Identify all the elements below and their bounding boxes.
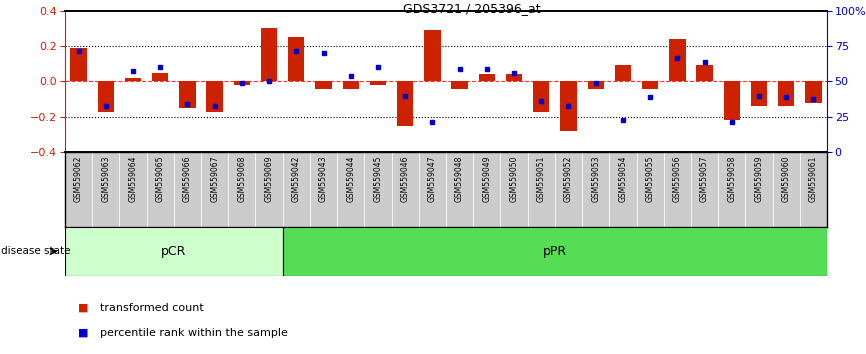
- Bar: [310, 152, 337, 227]
- Text: GSM559049: GSM559049: [482, 156, 491, 202]
- Bar: [146, 152, 174, 227]
- Text: GSM559048: GSM559048: [456, 156, 464, 202]
- Bar: [98, 81, 114, 112]
- Bar: [365, 152, 391, 227]
- Bar: [805, 81, 822, 103]
- Text: GSM559063: GSM559063: [101, 156, 110, 202]
- Text: GSM559044: GSM559044: [346, 156, 355, 202]
- Bar: [610, 152, 637, 227]
- Text: GSM559066: GSM559066: [183, 156, 192, 202]
- Bar: [669, 39, 686, 81]
- Text: pCR: pCR: [161, 245, 186, 258]
- Text: transformed count: transformed count: [100, 303, 204, 313]
- Bar: [419, 152, 446, 227]
- Text: GSM559054: GSM559054: [618, 156, 627, 202]
- Text: GSM559060: GSM559060: [782, 156, 791, 202]
- Text: GSM559055: GSM559055: [646, 156, 655, 202]
- Bar: [718, 152, 746, 227]
- Bar: [152, 73, 168, 81]
- Bar: [206, 81, 223, 112]
- Text: GDS3721 / 205396_at: GDS3721 / 205396_at: [403, 2, 540, 15]
- Text: disease state: disease state: [1, 246, 70, 256]
- Bar: [282, 227, 827, 276]
- Bar: [582, 152, 610, 227]
- Text: GSM559051: GSM559051: [537, 156, 546, 202]
- Bar: [424, 30, 441, 81]
- Bar: [343, 81, 359, 88]
- Text: GSM559056: GSM559056: [673, 156, 682, 202]
- Bar: [501, 152, 527, 227]
- Bar: [70, 48, 87, 81]
- Bar: [65, 152, 92, 227]
- Bar: [391, 152, 419, 227]
- Text: GSM559046: GSM559046: [401, 156, 410, 202]
- Text: GSM559042: GSM559042: [292, 156, 301, 202]
- Bar: [772, 152, 800, 227]
- Bar: [506, 74, 522, 81]
- Text: percentile rank within the sample: percentile rank within the sample: [100, 328, 288, 338]
- Bar: [778, 81, 794, 106]
- Bar: [120, 152, 146, 227]
- Bar: [691, 152, 718, 227]
- Text: GSM559062: GSM559062: [74, 156, 83, 202]
- Bar: [282, 152, 310, 227]
- Bar: [663, 152, 691, 227]
- Bar: [174, 152, 201, 227]
- Bar: [337, 152, 365, 227]
- Bar: [125, 78, 141, 81]
- Bar: [261, 28, 277, 81]
- Bar: [637, 152, 663, 227]
- Text: GSM559058: GSM559058: [727, 156, 736, 202]
- Bar: [555, 152, 582, 227]
- Bar: [533, 81, 549, 112]
- Bar: [397, 81, 413, 126]
- Text: ■: ■: [78, 328, 88, 338]
- Bar: [696, 65, 713, 81]
- Text: GSM559047: GSM559047: [428, 156, 436, 202]
- Bar: [446, 152, 473, 227]
- Bar: [746, 152, 772, 227]
- Text: ■: ■: [78, 303, 88, 313]
- Bar: [179, 81, 196, 108]
- Bar: [615, 65, 631, 81]
- Bar: [92, 152, 120, 227]
- Text: GSM559068: GSM559068: [237, 156, 246, 202]
- Text: GSM559069: GSM559069: [265, 156, 274, 202]
- Bar: [800, 152, 827, 227]
- Bar: [229, 152, 255, 227]
- Bar: [315, 81, 332, 88]
- Text: GSM559050: GSM559050: [509, 156, 519, 202]
- Bar: [560, 81, 577, 131]
- Bar: [724, 81, 740, 120]
- Text: GSM559045: GSM559045: [373, 156, 383, 202]
- Text: pPR: pPR: [543, 245, 567, 258]
- Bar: [234, 81, 250, 85]
- Bar: [642, 81, 658, 88]
- Text: GSM559061: GSM559061: [809, 156, 818, 202]
- Bar: [255, 152, 282, 227]
- Text: GSM559052: GSM559052: [564, 156, 573, 202]
- Text: GSM559043: GSM559043: [319, 156, 328, 202]
- Bar: [527, 152, 555, 227]
- Text: GSM559067: GSM559067: [210, 156, 219, 202]
- Text: GSM559059: GSM559059: [754, 156, 764, 202]
- Bar: [451, 81, 468, 88]
- Bar: [479, 74, 495, 81]
- Bar: [751, 81, 767, 106]
- Bar: [201, 152, 229, 227]
- Text: GSM559065: GSM559065: [156, 156, 165, 202]
- Bar: [473, 152, 501, 227]
- Text: GSM559064: GSM559064: [128, 156, 138, 202]
- Bar: [587, 81, 604, 88]
- Text: GSM559053: GSM559053: [591, 156, 600, 202]
- Bar: [288, 37, 305, 81]
- Bar: [370, 81, 386, 85]
- Bar: [65, 227, 282, 276]
- Text: GSM559057: GSM559057: [700, 156, 709, 202]
